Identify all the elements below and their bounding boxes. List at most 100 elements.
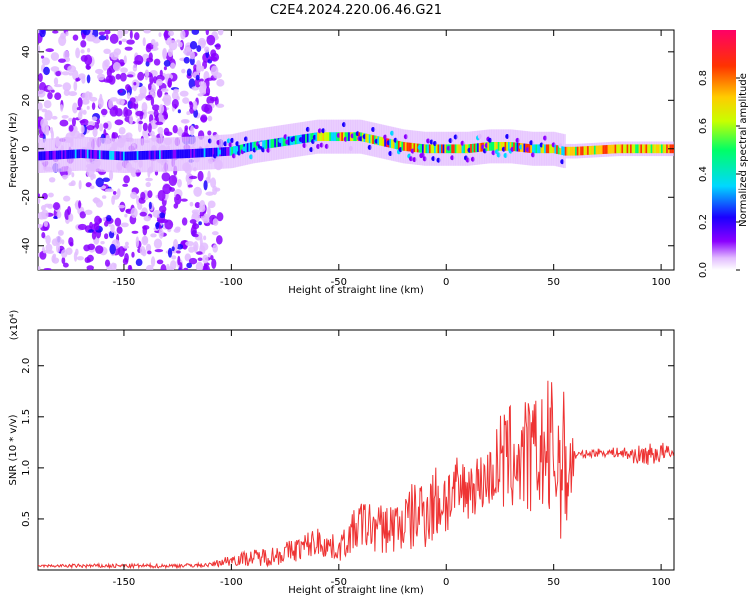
heatmap-cell	[121, 38, 128, 43]
heatmap-cell	[114, 119, 124, 126]
heatmap-cell	[147, 250, 152, 255]
heatmap-cell	[125, 209, 131, 213]
heatmap-cell	[87, 48, 91, 53]
heatmap-cell	[425, 144, 429, 154]
heatmap-cell	[45, 48, 54, 53]
heatmap-cell	[411, 143, 415, 152]
heatmap-cell	[147, 190, 153, 199]
heatmap-cell	[346, 132, 350, 142]
heatmap-cell	[195, 261, 204, 270]
heatmap-cell	[372, 135, 376, 144]
spectrogram-marks	[38, 30, 674, 270]
heatmap-cell	[456, 144, 460, 154]
heatmap-cell	[652, 144, 656, 154]
heatmap-cell	[150, 256, 156, 267]
snr-y-label: SNR (10 * v/v)	[8, 414, 19, 485]
heatmap-cell	[102, 217, 107, 222]
heatmap-cell	[117, 151, 121, 161]
heatmap-cell	[420, 144, 424, 153]
heatmap-cell	[167, 77, 172, 88]
heatmap-cell	[95, 68, 104, 75]
heatmap-cell	[325, 132, 329, 142]
heatmap-cell	[180, 30, 186, 40]
figure-title: C2E4.2024.220.06.46.G21	[270, 3, 442, 18]
heatmap-cell	[164, 219, 174, 230]
heatmap-cell	[617, 144, 621, 154]
heatmap-cell	[220, 147, 224, 157]
heatmap-cell	[432, 144, 436, 154]
heatmap-cell	[580, 146, 584, 156]
heatmap-cell	[106, 214, 112, 222]
heatmap-cell	[149, 74, 154, 85]
heatmap-cell	[633, 144, 637, 154]
heatmap-cell	[263, 140, 267, 149]
heatmap-cell	[185, 241, 195, 247]
heatmap-cell	[68, 213, 74, 222]
heatmap-cell	[164, 30, 169, 41]
heatmap-cell	[121, 151, 125, 161]
heatmap-cell	[116, 226, 123, 234]
heatmap-cell	[64, 150, 68, 159]
heatmap-cell	[157, 150, 161, 160]
heatmap-cell	[200, 114, 208, 123]
heatmap-cell	[69, 149, 73, 159]
heatmap-cell	[638, 144, 642, 154]
heatmap-cell	[86, 149, 90, 159]
heatmap-cell	[163, 127, 170, 136]
heatmap-cell	[310, 133, 314, 142]
heatmap-cell	[176, 95, 180, 101]
heatmap-cell	[129, 151, 133, 161]
heatmap-cell	[212, 218, 219, 226]
heatmap-cell	[317, 132, 321, 142]
heatmap-cell	[41, 57, 50, 66]
heatmap-cell	[52, 30, 59, 34]
x-tick-label: 0	[443, 577, 449, 588]
heatmap-cell	[102, 150, 106, 160]
heatmap-cell	[631, 144, 635, 154]
heatmap-cell	[157, 126, 164, 134]
x-tick-label: -150	[113, 577, 136, 588]
heatmap-cell	[88, 229, 94, 233]
heatmap-cell	[542, 144, 546, 154]
heatmap-cell	[509, 142, 513, 151]
heatmap-cell	[47, 151, 51, 160]
heatmap-cell	[160, 150, 164, 160]
heatmap-cell	[112, 190, 117, 195]
heatmap-cell	[191, 149, 195, 158]
heatmap-cell	[177, 255, 181, 266]
heatmap-cell	[489, 142, 493, 151]
heatmap-cell	[463, 144, 467, 154]
heatmap-cell	[140, 191, 146, 201]
heatmap-cell	[60, 249, 68, 258]
heatmap-cell	[270, 139, 274, 148]
heatmap-cell	[109, 33, 119, 44]
heatmap-cell	[655, 144, 659, 154]
heatmap-cell	[95, 199, 104, 208]
snr-x-ticks: -150 -100 -50 0 50 100	[113, 330, 671, 588]
heatmap-cell	[315, 132, 319, 142]
heatmap-cell	[61, 114, 69, 119]
heatmap-cell	[471, 143, 475, 153]
heatmap-cell	[45, 151, 49, 160]
heatmap-cell	[90, 149, 94, 159]
heatmap-cell	[198, 221, 202, 226]
heatmap-cell	[153, 43, 159, 48]
heatmap-cell	[192, 100, 198, 111]
heatmap-cell	[158, 205, 167, 213]
heatmap-cell	[145, 150, 149, 160]
heatmap-cell	[504, 142, 508, 151]
heatmap-cell	[38, 44, 41, 54]
heatmap-cell	[210, 49, 217, 58]
heatmap-cell	[156, 259, 164, 265]
heatmap-cell	[205, 191, 215, 196]
heatmap-cell	[103, 122, 109, 129]
heatmap-cell	[78, 149, 82, 159]
heatmap-cell	[78, 200, 82, 209]
heatmap-cell	[62, 82, 72, 92]
heatmap-cell	[588, 146, 592, 155]
heatmap-cell	[179, 262, 183, 270]
heatmap-cell	[192, 211, 199, 219]
heatmap-cell	[645, 144, 649, 154]
heatmap-cell	[68, 117, 73, 122]
heatmap-cell	[533, 144, 537, 154]
